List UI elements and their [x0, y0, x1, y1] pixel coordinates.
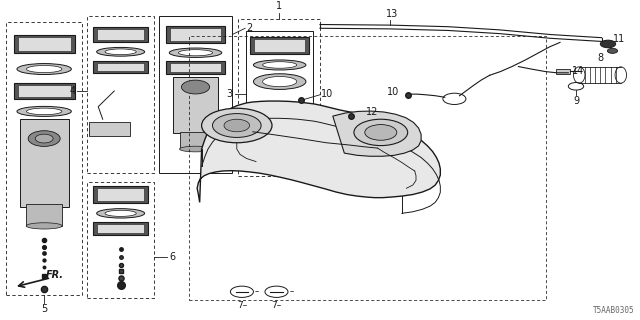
Ellipse shape [17, 106, 72, 116]
Ellipse shape [105, 210, 136, 216]
Bar [97, 29, 144, 40]
Text: T5AAB0305: T5AAB0305 [593, 306, 635, 315]
Text: 7–: 7– [237, 300, 247, 309]
Polygon shape [333, 111, 421, 156]
Text: 10: 10 [321, 89, 333, 99]
Circle shape [35, 134, 53, 143]
Text: 10: 10 [204, 124, 216, 134]
Ellipse shape [26, 108, 62, 115]
Circle shape [354, 119, 408, 146]
Circle shape [600, 40, 616, 48]
Ellipse shape [169, 48, 222, 57]
Ellipse shape [26, 66, 62, 73]
Bar [179, 132, 211, 149]
Bar [170, 63, 221, 72]
Ellipse shape [262, 62, 297, 68]
Text: 11: 11 [613, 34, 625, 44]
Bar [246, 31, 313, 166]
Circle shape [28, 131, 60, 147]
Bar [166, 26, 225, 43]
Text: 2: 2 [246, 23, 253, 33]
Bar [13, 35, 74, 52]
Ellipse shape [179, 50, 212, 56]
Ellipse shape [253, 74, 306, 89]
Bar [170, 28, 221, 41]
Text: 10: 10 [387, 87, 399, 97]
Text: 8: 8 [597, 53, 604, 63]
Text: 3: 3 [226, 89, 232, 99]
Bar [238, 19, 320, 176]
Bar [6, 22, 82, 295]
Ellipse shape [179, 146, 211, 152]
Bar [93, 222, 148, 235]
Bar [17, 37, 70, 51]
Bar [97, 63, 144, 71]
Bar [93, 186, 148, 203]
Bar [166, 61, 225, 74]
Text: –: – [255, 287, 259, 296]
Bar [87, 16, 154, 172]
Ellipse shape [17, 64, 72, 75]
Circle shape [224, 119, 250, 132]
Bar [556, 69, 570, 74]
Circle shape [182, 80, 209, 94]
Circle shape [607, 48, 618, 53]
Bar [159, 16, 232, 172]
Ellipse shape [97, 47, 145, 56]
Text: 5: 5 [41, 304, 47, 314]
Bar [97, 224, 144, 233]
Text: 4: 4 [69, 86, 76, 96]
Circle shape [202, 108, 272, 143]
Bar [97, 188, 144, 201]
Text: 1: 1 [276, 1, 282, 11]
Text: 12: 12 [366, 107, 378, 117]
Polygon shape [197, 101, 440, 202]
Bar [173, 77, 218, 133]
Circle shape [365, 124, 397, 140]
Text: 7–: 7– [271, 300, 282, 309]
Bar [189, 36, 546, 300]
Text: 6: 6 [169, 252, 175, 262]
Ellipse shape [26, 223, 62, 229]
Bar [20, 119, 69, 207]
Bar [17, 85, 70, 97]
Text: 14: 14 [572, 66, 584, 76]
Bar [254, 39, 305, 52]
Bar [250, 37, 309, 54]
Text: 13: 13 [385, 9, 398, 19]
Ellipse shape [253, 60, 306, 70]
Circle shape [230, 286, 253, 297]
Circle shape [265, 286, 288, 297]
Text: –: – [289, 287, 294, 296]
Circle shape [212, 114, 261, 137]
Bar [87, 182, 154, 298]
Text: 9: 9 [573, 96, 579, 106]
Ellipse shape [262, 76, 297, 87]
Text: FR.: FR. [46, 270, 64, 280]
Ellipse shape [97, 209, 145, 218]
Bar [93, 61, 148, 73]
Bar [13, 84, 74, 99]
Bar [93, 27, 148, 42]
Ellipse shape [105, 49, 136, 55]
Bar [89, 122, 131, 137]
Bar [26, 204, 62, 226]
